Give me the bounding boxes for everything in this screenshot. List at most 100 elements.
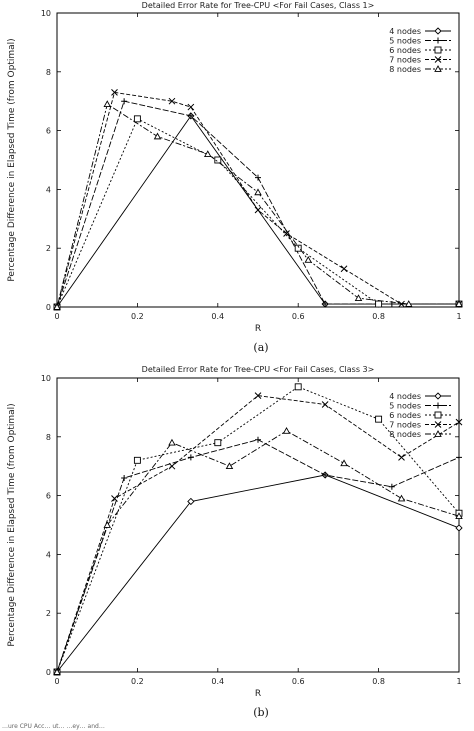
- legend-label: 6 nodes: [389, 46, 421, 55]
- data-point: [203, 150, 212, 157]
- data-point: [340, 459, 348, 467]
- data-point: [294, 383, 302, 391]
- footer-text: …ure CPU Acc… ut… …ey… and…: [2, 723, 105, 730]
- data-point: [255, 174, 261, 181]
- data-point: [455, 524, 463, 532]
- legend-marker: [435, 37, 441, 44]
- x-tick-label: 1: [456, 312, 461, 321]
- data-point: [214, 156, 222, 164]
- data-point: [254, 206, 262, 214]
- data-point: [340, 265, 348, 273]
- data-point: [398, 300, 405, 308]
- data-point: [111, 89, 118, 96]
- data-point: [455, 300, 463, 307]
- y-tick-label: 0: [46, 303, 51, 312]
- series-8-nodes: [53, 426, 463, 675]
- legend-label: 8 nodes: [389, 430, 421, 439]
- y-tick-label: 4: [46, 185, 51, 194]
- data-point: [398, 454, 405, 461]
- data-point: [187, 112, 194, 119]
- x-tick-label: 0.6: [292, 312, 305, 321]
- x-axis-label: R: [255, 324, 261, 334]
- legend-marker: [434, 392, 442, 400]
- data-point: [121, 474, 128, 481]
- data-point: [254, 392, 262, 399]
- series-line: [56, 100, 459, 308]
- legend-marker: [435, 402, 441, 409]
- data-point: [168, 462, 176, 470]
- x-tick-label: 0: [54, 677, 59, 686]
- x-tick-label: 0.8: [372, 312, 385, 321]
- x-tick-label: 0.6: [292, 677, 305, 686]
- x-tick-label: 0.2: [131, 677, 144, 686]
- data-point: [133, 456, 141, 464]
- data-point: [404, 300, 413, 307]
- data-point: [354, 294, 363, 302]
- x-tick-label: 0.4: [211, 677, 224, 686]
- y-tick-label: 4: [46, 550, 51, 559]
- data-point: [255, 436, 261, 443]
- series-7-nodes: [53, 89, 463, 311]
- data-point: [111, 495, 118, 502]
- plot-frame: [56, 12, 460, 308]
- data-point: [375, 415, 383, 423]
- y-tick-label: 2: [46, 609, 51, 618]
- series-line: [56, 103, 459, 308]
- x-tick-label: 0: [54, 312, 59, 321]
- legend-marker: [434, 421, 442, 428]
- legend-label: 7 nodes: [389, 56, 421, 65]
- series-line: [56, 439, 460, 673]
- data-point: [388, 483, 395, 490]
- legend-marker: [434, 56, 442, 63]
- series-line: [56, 430, 460, 673]
- x-tick-label: 1: [456, 677, 461, 686]
- legend-label: 5 nodes: [389, 37, 421, 46]
- legend-label: 4 nodes: [389, 392, 421, 401]
- series-8-nodes: [53, 100, 463, 310]
- figure-caption: (a): [253, 341, 268, 354]
- data-point: [456, 454, 462, 461]
- data-point: [397, 494, 406, 502]
- series-line: [56, 118, 459, 308]
- legend-label: 5 nodes: [389, 402, 421, 411]
- y-tick-label: 10: [41, 9, 51, 18]
- y-tick-label: 0: [46, 668, 51, 677]
- chart-title: Detailed Error Rate for Tree-CPU <For Fa…: [142, 365, 375, 374]
- data-point: [225, 462, 234, 470]
- legend-marker: [434, 430, 442, 437]
- legend-marker: [434, 65, 442, 72]
- chart-1: Detailed Error Rate for Tree-CPU <For Fa…: [7, 1, 463, 354]
- y-tick-label: 8: [46, 68, 51, 77]
- data-point: [103, 100, 112, 107]
- legend-marker: [434, 27, 442, 35]
- data-point: [455, 418, 463, 426]
- x-tick-label: 0.8: [372, 677, 385, 686]
- chart-2: Detailed Error Rate for Tree-CPU <For Fa…: [7, 365, 463, 719]
- x-tick-label: 0.2: [131, 312, 144, 321]
- data-point: [375, 300, 383, 308]
- legend-label: 7 nodes: [389, 421, 421, 430]
- series-5-nodes: [54, 98, 462, 310]
- y-tick-label: 6: [46, 492, 51, 501]
- series-6-nodes: [53, 115, 463, 311]
- data-point: [153, 132, 162, 140]
- data-point: [254, 188, 262, 196]
- data-point: [187, 454, 194, 461]
- y-tick-label: 8: [46, 433, 51, 442]
- data-point: [133, 115, 141, 123]
- series-4-nodes: [53, 112, 463, 311]
- legend-label: 6 nodes: [389, 411, 421, 420]
- legend-marker: [434, 411, 442, 419]
- series-line: [56, 474, 460, 673]
- legend-label: 4 nodes: [389, 27, 421, 36]
- legend-marker: [434, 46, 442, 54]
- series-line: [56, 91, 459, 308]
- series-line: [56, 386, 460, 673]
- data-point: [321, 401, 329, 408]
- data-point: [322, 472, 329, 479]
- data-point: [322, 301, 329, 308]
- x-axis-label: R: [255, 689, 261, 699]
- data-point: [187, 103, 195, 111]
- legend-label: 8 nodes: [389, 65, 421, 74]
